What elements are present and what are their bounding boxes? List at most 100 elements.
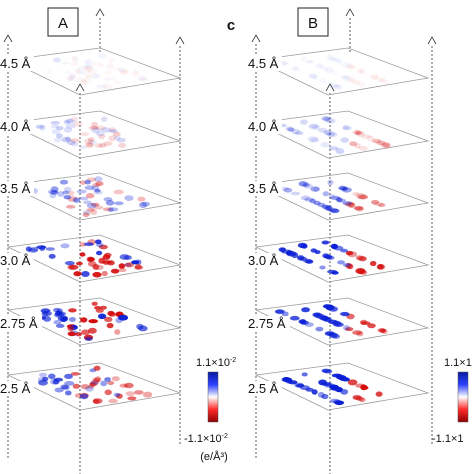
density-lobe xyxy=(65,118,74,124)
density-lobe xyxy=(141,201,151,207)
density-lobe xyxy=(330,208,340,214)
density-lobe xyxy=(356,193,367,200)
density-lobe xyxy=(108,135,117,142)
density-lobe xyxy=(48,253,56,259)
density-lobe xyxy=(339,311,350,316)
density-lobe xyxy=(86,256,94,262)
density-lobe xyxy=(355,131,366,137)
density-lobe xyxy=(332,57,340,63)
density-lobe xyxy=(358,397,366,403)
density-lobe xyxy=(76,66,85,71)
density-lobe xyxy=(91,185,100,191)
density-lobe xyxy=(107,260,115,266)
density-lobe xyxy=(336,197,343,202)
density-lobe xyxy=(28,248,38,253)
density-lobe xyxy=(137,196,146,202)
density-lobe xyxy=(355,268,366,274)
density-lobe xyxy=(347,263,354,270)
slice-plane xyxy=(6,362,182,411)
density-lobe xyxy=(335,197,342,202)
density-lobe xyxy=(96,250,103,256)
density-lobe xyxy=(73,121,83,127)
density-lobe xyxy=(332,334,340,339)
density-lobe xyxy=(113,392,121,397)
density-lobe xyxy=(291,65,299,71)
density-lobe xyxy=(318,127,327,133)
density-lobe xyxy=(349,78,357,84)
density-lobe xyxy=(304,197,315,202)
density-lobe xyxy=(84,59,92,65)
density-lobe xyxy=(55,323,65,328)
density-lobe xyxy=(53,320,62,325)
density-lobe xyxy=(102,83,112,90)
density-lobe xyxy=(84,185,95,190)
slice-height-label: 2.75 Å xyxy=(0,316,38,331)
density-lobe xyxy=(289,315,300,321)
density-lobe xyxy=(89,381,98,387)
density-lobe xyxy=(84,336,93,341)
slice-plane xyxy=(6,234,182,283)
density-lobe xyxy=(354,205,364,212)
density-lobe xyxy=(61,61,69,66)
density-lobe xyxy=(69,138,80,143)
density-lobe xyxy=(63,195,72,200)
density-lobe xyxy=(323,382,334,388)
density-lobe xyxy=(57,316,67,321)
density-lobe xyxy=(330,243,339,250)
density-lobe xyxy=(306,59,314,64)
slice-height-label: 4.5 Å xyxy=(0,56,31,71)
density-lobe xyxy=(342,124,350,130)
density-lobe xyxy=(98,244,108,250)
density-lobe xyxy=(301,307,310,313)
density-lobe xyxy=(323,116,331,122)
density-lobe xyxy=(336,198,346,203)
density-lobe xyxy=(67,331,76,337)
density-lobe xyxy=(300,119,308,125)
panel-label-box-a xyxy=(47,7,79,37)
density-lobe xyxy=(303,183,313,189)
density-lobe xyxy=(113,135,121,140)
density-lobe xyxy=(131,260,140,265)
density-lobe xyxy=(83,65,94,71)
density-lobe xyxy=(39,124,46,131)
density-lobe xyxy=(81,79,88,86)
density-lobe xyxy=(107,207,114,213)
density-lobe xyxy=(98,313,107,320)
density-lobe xyxy=(312,312,321,317)
density-lobe xyxy=(298,181,308,187)
density-lobe xyxy=(95,125,106,131)
density-lobe xyxy=(113,189,124,195)
density-lobe xyxy=(85,142,94,149)
density-lobe xyxy=(301,372,308,377)
density-lobe xyxy=(94,188,101,193)
density-lobe xyxy=(342,62,352,68)
density-lobe xyxy=(340,137,350,143)
density-lobe xyxy=(325,206,332,211)
density-lobe xyxy=(375,391,383,397)
density-lobe xyxy=(66,140,76,146)
colorbar-b-max-label: 1.1×1 xyxy=(444,357,472,369)
axis-left-b-arrow xyxy=(251,34,261,43)
density-lobe xyxy=(125,391,135,397)
slice-plane xyxy=(254,362,430,411)
density-lobe xyxy=(342,201,352,206)
density-lobe xyxy=(64,136,72,142)
density-lobe xyxy=(142,391,153,398)
density-lobe xyxy=(348,202,356,208)
density-lobe xyxy=(43,316,52,322)
density-lobe xyxy=(322,191,330,197)
density-lobe xyxy=(79,393,89,400)
slice-plane xyxy=(6,297,182,346)
density-lobe xyxy=(68,190,75,196)
density-lobe xyxy=(108,398,118,404)
density-lobe xyxy=(104,316,113,323)
density-lobe xyxy=(309,198,317,204)
density-lobe xyxy=(358,194,369,200)
density-lobe xyxy=(82,212,90,218)
density-lobe xyxy=(328,146,339,151)
density-lobe xyxy=(356,68,365,74)
density-lobe xyxy=(360,385,369,390)
density-lobe xyxy=(345,327,354,332)
density-lobe xyxy=(95,239,102,245)
density-lobe xyxy=(65,390,72,396)
